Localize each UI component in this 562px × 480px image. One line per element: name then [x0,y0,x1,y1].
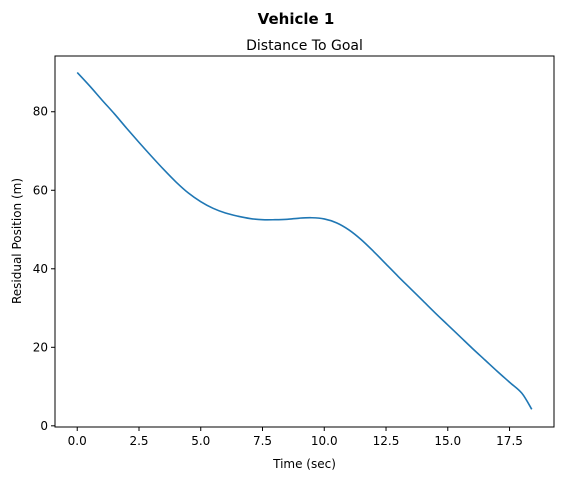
y-tick-label: 60 [33,183,48,197]
x-tick-label: 12.5 [373,434,400,448]
y-axis-label: Residual Position (m) [10,178,24,304]
plot-area: 0.0 2.5 5.0 7.5 10.0 12.5 15.0 17.5 0 20 40 60 80 [33,71,533,448]
y-tick-label: 20 [33,340,48,354]
axes-frame [54,55,555,428]
y-tick-label: 40 [33,262,48,276]
x-tick-label: 0.0 [68,434,87,448]
series-line [76,71,533,410]
chart-title: Distance To Goal [246,38,363,54]
y-tick-label: 0 [40,419,48,433]
y-tick-label: 80 [33,105,48,119]
x-tick-label: 10.0 [311,434,338,448]
x-tick-label: 7.5 [253,434,272,448]
x-axis-label: Time (sec) [272,457,336,471]
x-tick-label: 5.0 [191,434,210,448]
figure-suptitle: Vehicle 1 [258,10,335,28]
x-tick-label: 15.0 [434,434,461,448]
x-tick-label: 17.5 [496,434,523,448]
x-tick-label: 2.5 [129,434,148,448]
